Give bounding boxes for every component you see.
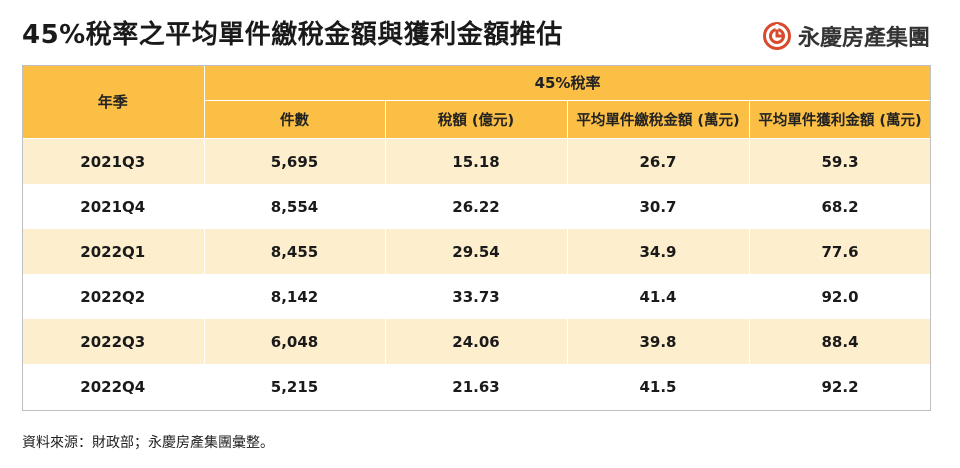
- cell-tax: 21.63: [385, 364, 568, 409]
- cell-avg-profit: 68.2: [749, 184, 932, 229]
- cell-count: 6,048: [204, 319, 386, 364]
- cell-count: 8,455: [204, 229, 386, 274]
- cell-tax: 15.18: [385, 138, 568, 184]
- cell-year: 2022Q2: [22, 274, 205, 319]
- cell-tax: 29.54: [385, 229, 568, 274]
- table-row: 2022Q4 5,215 21.63 41.5 92.2: [22, 364, 932, 409]
- table-row: 2021Q3 5,695 15.18 26.7 59.3: [22, 138, 932, 184]
- cell-count: 8,142: [204, 274, 386, 319]
- cell-count: 5,215: [204, 364, 386, 409]
- header-group: 45%稅率: [204, 65, 932, 101]
- source-note: 資料來源：財政部；永慶房產集團彙整。: [22, 435, 274, 451]
- cell-count: 5,695: [204, 138, 386, 184]
- cell-avg-tax: 41.5: [567, 364, 750, 409]
- cell-avg-tax: 26.7: [567, 138, 750, 184]
- table-row: 2022Q1 8,455 29.54 34.9 77.6: [22, 229, 932, 274]
- cell-year: 2022Q3: [22, 319, 205, 364]
- cell-year: 2022Q4: [22, 364, 205, 409]
- cell-avg-tax: 39.8: [567, 319, 750, 364]
- header-avg-profit: 平均單件獲利金額 (萬元): [749, 100, 932, 139]
- brand-name: 永慶房產集團: [797, 26, 930, 51]
- brand: 永慶房產集團: [762, 20, 930, 52]
- yungching-logo-icon: [762, 22, 791, 50]
- cell-avg-tax: 34.9: [567, 229, 750, 274]
- table-row: 2021Q4 8,554 26.22 30.7 68.2: [22, 184, 932, 229]
- page-title: 45%稅率之平均單件繳稅金額與獲利金額推估: [22, 20, 563, 50]
- tax-table: 年季 45%稅率 件數 稅額 (億元) 平均單件繳稅金額 (萬元) 平均單件獲利…: [22, 65, 932, 409]
- cell-avg-profit: 59.3: [749, 138, 932, 184]
- cell-avg-profit: 88.4: [749, 319, 932, 364]
- cell-year: 2022Q1: [22, 229, 205, 274]
- header-tax: 稅額 (億元): [385, 100, 568, 139]
- cell-tax: 33.73: [385, 274, 568, 319]
- cell-year: 2021Q3: [22, 138, 205, 184]
- cell-avg-tax: 41.4: [567, 274, 750, 319]
- header-year: 年季: [22, 65, 205, 139]
- table-row: 2022Q3 6,048 24.06 39.8 88.4: [22, 319, 932, 364]
- header-count: 件數: [204, 100, 386, 139]
- table-row: 2022Q2 8,142 33.73 41.4 92.0: [22, 274, 932, 319]
- cell-avg-profit: 92.0: [749, 274, 932, 319]
- cell-count: 8,554: [204, 184, 386, 229]
- cell-year: 2021Q4: [22, 184, 205, 229]
- cell-tax: 26.22: [385, 184, 568, 229]
- cell-avg-profit: 77.6: [749, 229, 932, 274]
- cell-avg-tax: 30.7: [567, 184, 750, 229]
- header-avg-tax: 平均單件繳稅金額 (萬元): [567, 100, 750, 139]
- cell-avg-profit: 92.2: [749, 364, 932, 409]
- cell-tax: 24.06: [385, 319, 568, 364]
